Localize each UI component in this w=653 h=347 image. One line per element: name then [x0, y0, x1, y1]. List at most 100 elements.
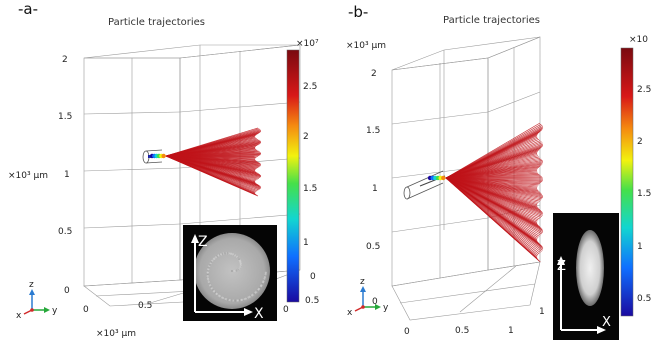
panel-a-inset-speckle — [217, 294, 220, 297]
panel-a-inset-image: Z X — [183, 225, 277, 322]
panel-b-inset-x-label: X — [602, 315, 611, 330]
panel-a-inset-speckle — [247, 296, 250, 299]
panel-a-inset-speckle — [220, 296, 224, 299]
panel-b-cb-tick-1.5: 1.5 — [637, 189, 651, 199]
panel-a-inset-speckle — [237, 258, 241, 261]
panel-b-trajectory-line — [445, 177, 541, 263]
panel-b-inset-z-label: Z — [557, 259, 566, 274]
panel-a-inset-speckle — [208, 263, 212, 266]
panel-a-inset-speckle — [226, 298, 229, 301]
panel-a-inset-speckle — [239, 265, 242, 268]
panel-a-y-tick-0: 0 — [310, 272, 316, 282]
panel-a-inset-speckle — [263, 277, 266, 280]
panel-a-inset-speckle — [264, 273, 267, 276]
panel-a-x-tick-0: 0 — [83, 305, 89, 315]
panel-a-z-tick-0: 0 — [64, 286, 70, 296]
panel-a-inset-speckle — [264, 271, 267, 274]
panel-a-inset-speckle — [230, 299, 233, 302]
panel-a-inset-speckle — [213, 257, 216, 260]
panel-b-colorbar — [620, 47, 634, 317]
panel-a-inset-speckle — [256, 289, 259, 293]
panel-a-axis-triad: z y x — [16, 280, 58, 321]
panel-b-cb-tick-0.5: 0.5 — [637, 294, 651, 304]
panel-b-trajectory-fan — [427, 122, 544, 263]
panel-a-triad-z: z — [29, 280, 34, 290]
panel-a-x-exp-tick: 0 — [283, 305, 289, 315]
panel-a-colorbar-exp: ×10⁷ — [296, 39, 319, 49]
panel-a-inset-speckle — [224, 297, 227, 301]
panel-a-colorbar — [286, 49, 300, 303]
panel-a-inset-speckle — [226, 252, 229, 255]
panel-a-inset-speckle — [260, 284, 263, 287]
panel-a-trajectory-line — [165, 155, 259, 197]
panel-a-x-tick-0.5: 0.5 — [138, 301, 152, 311]
panel-a-inset-speckle — [219, 253, 222, 256]
panel-b-x-tick-0: 0 — [404, 327, 410, 337]
panel-a-inset-speckle — [209, 285, 212, 288]
panel-a-cb-tick-1: 1 — [303, 238, 309, 248]
panel-a-triad-y: y — [52, 306, 58, 316]
panel-b: -b- Particle trajectories ×10³ μm 2 1.5 … — [346, 3, 651, 340]
panel-a-inset-speckle — [213, 290, 216, 293]
panel-b-inset-ellipse — [576, 230, 604, 306]
panel-a-inset-speckle — [207, 266, 210, 269]
panel-a-cb-tick-1.5: 1.5 — [303, 184, 317, 194]
panel-b-triad-z: z — [360, 277, 365, 287]
panel-a-inset-speckle — [235, 255, 238, 258]
panel-a-z-tick-1.5: 1.5 — [58, 112, 72, 122]
panel-a-inset-speckle — [238, 267, 241, 270]
panel-a-inset-speckle — [230, 252, 233, 255]
panel-a-inset-speckle — [243, 297, 246, 301]
panel-a-inset-speckle — [207, 280, 210, 283]
panel-a-inset-z-label: Z — [198, 234, 208, 250]
panel-b-title: Particle trajectories — [443, 15, 540, 26]
panel-a-trajectory-fan — [149, 127, 262, 197]
panel-b-axis-triad: z y x — [347, 277, 389, 318]
panel-a-inset-speckle — [206, 271, 209, 274]
panel-b-cb-tick-2: 2 — [637, 137, 643, 147]
panel-a-z-unit: ×10³ μm — [8, 171, 48, 181]
panel-a-inset-speckle — [206, 277, 210, 280]
panel-b-y-tick-1: 1 — [539, 307, 545, 317]
panel-a-cb-tick-2: 2 — [303, 132, 309, 142]
panel-b-z-tick-0: 0 — [372, 297, 378, 307]
panel-b-z-unit: ×10³ μm — [346, 41, 386, 51]
panel-a: -a- Particle trajectories 2 1.5 1 — [8, 0, 319, 339]
panel-a-inset-speckle — [223, 252, 227, 255]
panel-b-triad-x: x — [347, 308, 353, 318]
panel-a-y-tick-0.5: 0.5 — [305, 296, 319, 306]
panel-a-inset-speckle — [233, 269, 236, 273]
panel-a-trajectory-start — [161, 153, 166, 159]
panel-a-inset-speckle — [211, 288, 214, 291]
panel-a-inset-x-label: X — [254, 306, 264, 322]
panel-b-cb-tick-1: 1 — [637, 242, 643, 252]
panel-a-inset-speckle — [239, 262, 242, 266]
panel-a-x-unit: ×10³ μm — [96, 329, 136, 339]
panel-b-z-tick-0.5: 0.5 — [366, 242, 380, 252]
panel-a-inset-speckle — [250, 294, 254, 297]
panel-a-inset-speckle — [215, 292, 218, 296]
panel-a-inset-speckle — [233, 254, 237, 257]
panel-a-inset-speckle — [208, 282, 211, 285]
panel-a-inset-speckle — [239, 260, 242, 264]
panel-b-nozzle — [403, 170, 446, 200]
panel-a-inset-speckle — [257, 287, 261, 291]
panel-b-z-tick-2: 2 — [371, 69, 377, 79]
panel-a-inset-speckle — [211, 259, 214, 262]
panel-a-inset-speckle — [240, 298, 244, 301]
panel-a-inset-speckle — [252, 292, 256, 295]
panel-b-label: -b- — [348, 3, 368, 21]
panel-a-inset-speckle — [235, 269, 238, 272]
panel-b-x-tick-0.5: 0.5 — [455, 326, 469, 336]
panel-b-x-tick-1: 1 — [508, 326, 514, 336]
panel-a-inset-speckle — [207, 268, 210, 271]
panel-a-label: -a- — [18, 0, 38, 18]
panel-b-trajectory-start — [441, 175, 446, 181]
panel-b-triad-y: y — [383, 303, 389, 313]
panel-a-inset-speckle — [236, 299, 240, 302]
panel-a-inset-speckle — [262, 280, 265, 283]
panel-a-inset-speckle — [230, 269, 234, 273]
panel-a-inset-speckle — [234, 299, 237, 302]
panel-a-z-tick-0.5: 0.5 — [58, 227, 72, 237]
